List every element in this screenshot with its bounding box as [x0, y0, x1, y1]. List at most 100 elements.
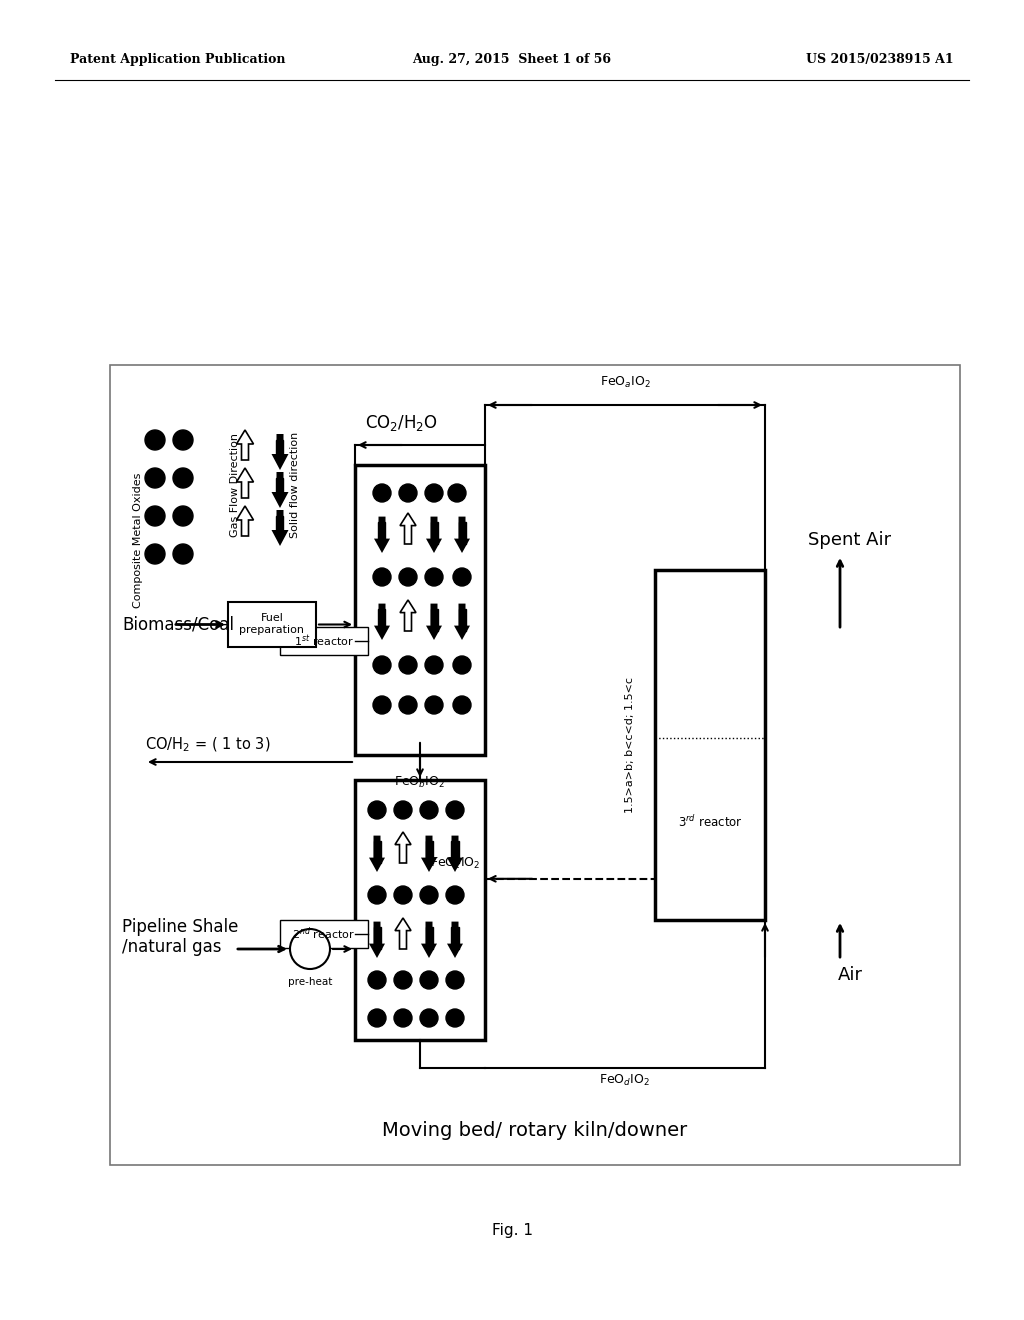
Circle shape — [394, 886, 412, 904]
Text: FeO$_c$IO$_2$: FeO$_c$IO$_2$ — [430, 855, 480, 871]
FancyArrow shape — [271, 510, 289, 546]
Circle shape — [145, 469, 165, 488]
Circle shape — [420, 1008, 438, 1027]
Text: Biomass/Coal: Biomass/Coal — [122, 615, 234, 634]
Bar — [110, 366, 961, 1166]
Text: 2$^{nd}$ reactor: 2$^{nd}$ reactor — [293, 925, 355, 942]
FancyArrow shape — [447, 921, 463, 958]
Circle shape — [173, 469, 193, 488]
Circle shape — [173, 544, 193, 564]
FancyArrow shape — [369, 836, 385, 873]
Text: pre-heat: pre-heat — [288, 977, 332, 987]
Text: Fig. 1: Fig. 1 — [492, 1222, 532, 1238]
Circle shape — [420, 801, 438, 818]
FancyArrow shape — [426, 516, 442, 553]
Circle shape — [453, 696, 471, 714]
Circle shape — [373, 568, 391, 586]
Text: 3$^{rd}$ reactor: 3$^{rd}$ reactor — [678, 814, 742, 830]
Bar — [374, 927, 381, 949]
Circle shape — [394, 972, 412, 989]
FancyArrow shape — [374, 516, 390, 553]
Circle shape — [420, 886, 438, 904]
Circle shape — [368, 886, 386, 904]
Bar — [452, 927, 459, 949]
FancyArrow shape — [374, 603, 390, 640]
Bar — [276, 440, 284, 459]
Bar — [430, 609, 437, 631]
Circle shape — [425, 568, 443, 586]
Text: FeO$_d$IO$_2$: FeO$_d$IO$_2$ — [599, 1073, 650, 1088]
Circle shape — [399, 568, 417, 586]
FancyArrow shape — [400, 601, 416, 631]
Circle shape — [368, 1008, 386, 1027]
Text: Solid flow direction: Solid flow direction — [290, 432, 300, 539]
Bar — [655, 570, 765, 920]
Text: 1$^{st}$ reactor: 1$^{st}$ reactor — [294, 634, 354, 649]
FancyArrow shape — [421, 921, 437, 958]
Circle shape — [394, 801, 412, 818]
FancyArrow shape — [395, 832, 411, 863]
FancyArrow shape — [426, 603, 442, 640]
Circle shape — [145, 506, 165, 525]
Circle shape — [446, 972, 464, 989]
FancyArrow shape — [421, 836, 437, 873]
Circle shape — [373, 484, 391, 502]
Bar — [459, 609, 466, 631]
Circle shape — [446, 801, 464, 818]
Text: 1.5>a>b; b<c<d; 1.5<c: 1.5>a>b; b<c<d; 1.5<c — [625, 677, 635, 813]
Circle shape — [373, 696, 391, 714]
Circle shape — [425, 696, 443, 714]
Bar — [379, 609, 385, 631]
Text: Aug. 27, 2015  Sheet 1 of 56: Aug. 27, 2015 Sheet 1 of 56 — [413, 54, 611, 66]
Bar — [430, 521, 437, 544]
Circle shape — [453, 656, 471, 675]
Bar — [374, 841, 381, 863]
Circle shape — [453, 568, 471, 586]
Text: Moving bed/ rotary kiln/downer: Moving bed/ rotary kiln/downer — [382, 1121, 688, 1139]
Text: CO/H$_2$ = ( 1 to 3): CO/H$_2$ = ( 1 to 3) — [145, 735, 270, 754]
Bar — [452, 841, 459, 863]
Text: Air: Air — [838, 966, 862, 983]
Circle shape — [399, 484, 417, 502]
Circle shape — [399, 696, 417, 714]
FancyArrow shape — [447, 836, 463, 873]
Circle shape — [449, 484, 466, 502]
Circle shape — [425, 484, 443, 502]
FancyArrow shape — [454, 516, 470, 553]
Text: Patent Application Publication: Patent Application Publication — [70, 54, 286, 66]
FancyArrow shape — [454, 603, 470, 640]
FancyArrow shape — [271, 473, 289, 508]
Bar — [459, 521, 466, 544]
Bar — [276, 478, 284, 498]
Circle shape — [173, 430, 193, 450]
Bar — [280, 627, 368, 655]
Text: US 2015/0238915 A1: US 2015/0238915 A1 — [806, 54, 954, 66]
Text: Pipeline Shale
/natural gas: Pipeline Shale /natural gas — [122, 917, 239, 957]
Circle shape — [446, 1008, 464, 1027]
FancyArrow shape — [400, 513, 416, 544]
Bar — [276, 516, 284, 536]
Bar — [426, 841, 432, 863]
Text: Composite Metal Oxides: Composite Metal Oxides — [133, 473, 143, 607]
Circle shape — [173, 506, 193, 525]
Circle shape — [290, 929, 330, 969]
Circle shape — [446, 886, 464, 904]
Text: Fuel
preparation: Fuel preparation — [240, 614, 304, 635]
Circle shape — [425, 656, 443, 675]
Circle shape — [394, 1008, 412, 1027]
Circle shape — [368, 972, 386, 989]
FancyArrow shape — [237, 469, 254, 498]
FancyArrow shape — [369, 921, 385, 958]
Text: FeO$_b$IO$_2$: FeO$_b$IO$_2$ — [394, 775, 445, 791]
Text: FeO$_a$IO$_2$: FeO$_a$IO$_2$ — [600, 375, 650, 389]
Bar — [280, 920, 368, 948]
Circle shape — [399, 656, 417, 675]
Circle shape — [368, 801, 386, 818]
Bar — [355, 780, 485, 1040]
FancyArrow shape — [237, 506, 254, 536]
Bar — [228, 602, 316, 647]
Text: CO$_2$/H$_2$O: CO$_2$/H$_2$O — [365, 413, 438, 433]
Circle shape — [145, 430, 165, 450]
Circle shape — [145, 544, 165, 564]
FancyArrow shape — [271, 434, 289, 470]
